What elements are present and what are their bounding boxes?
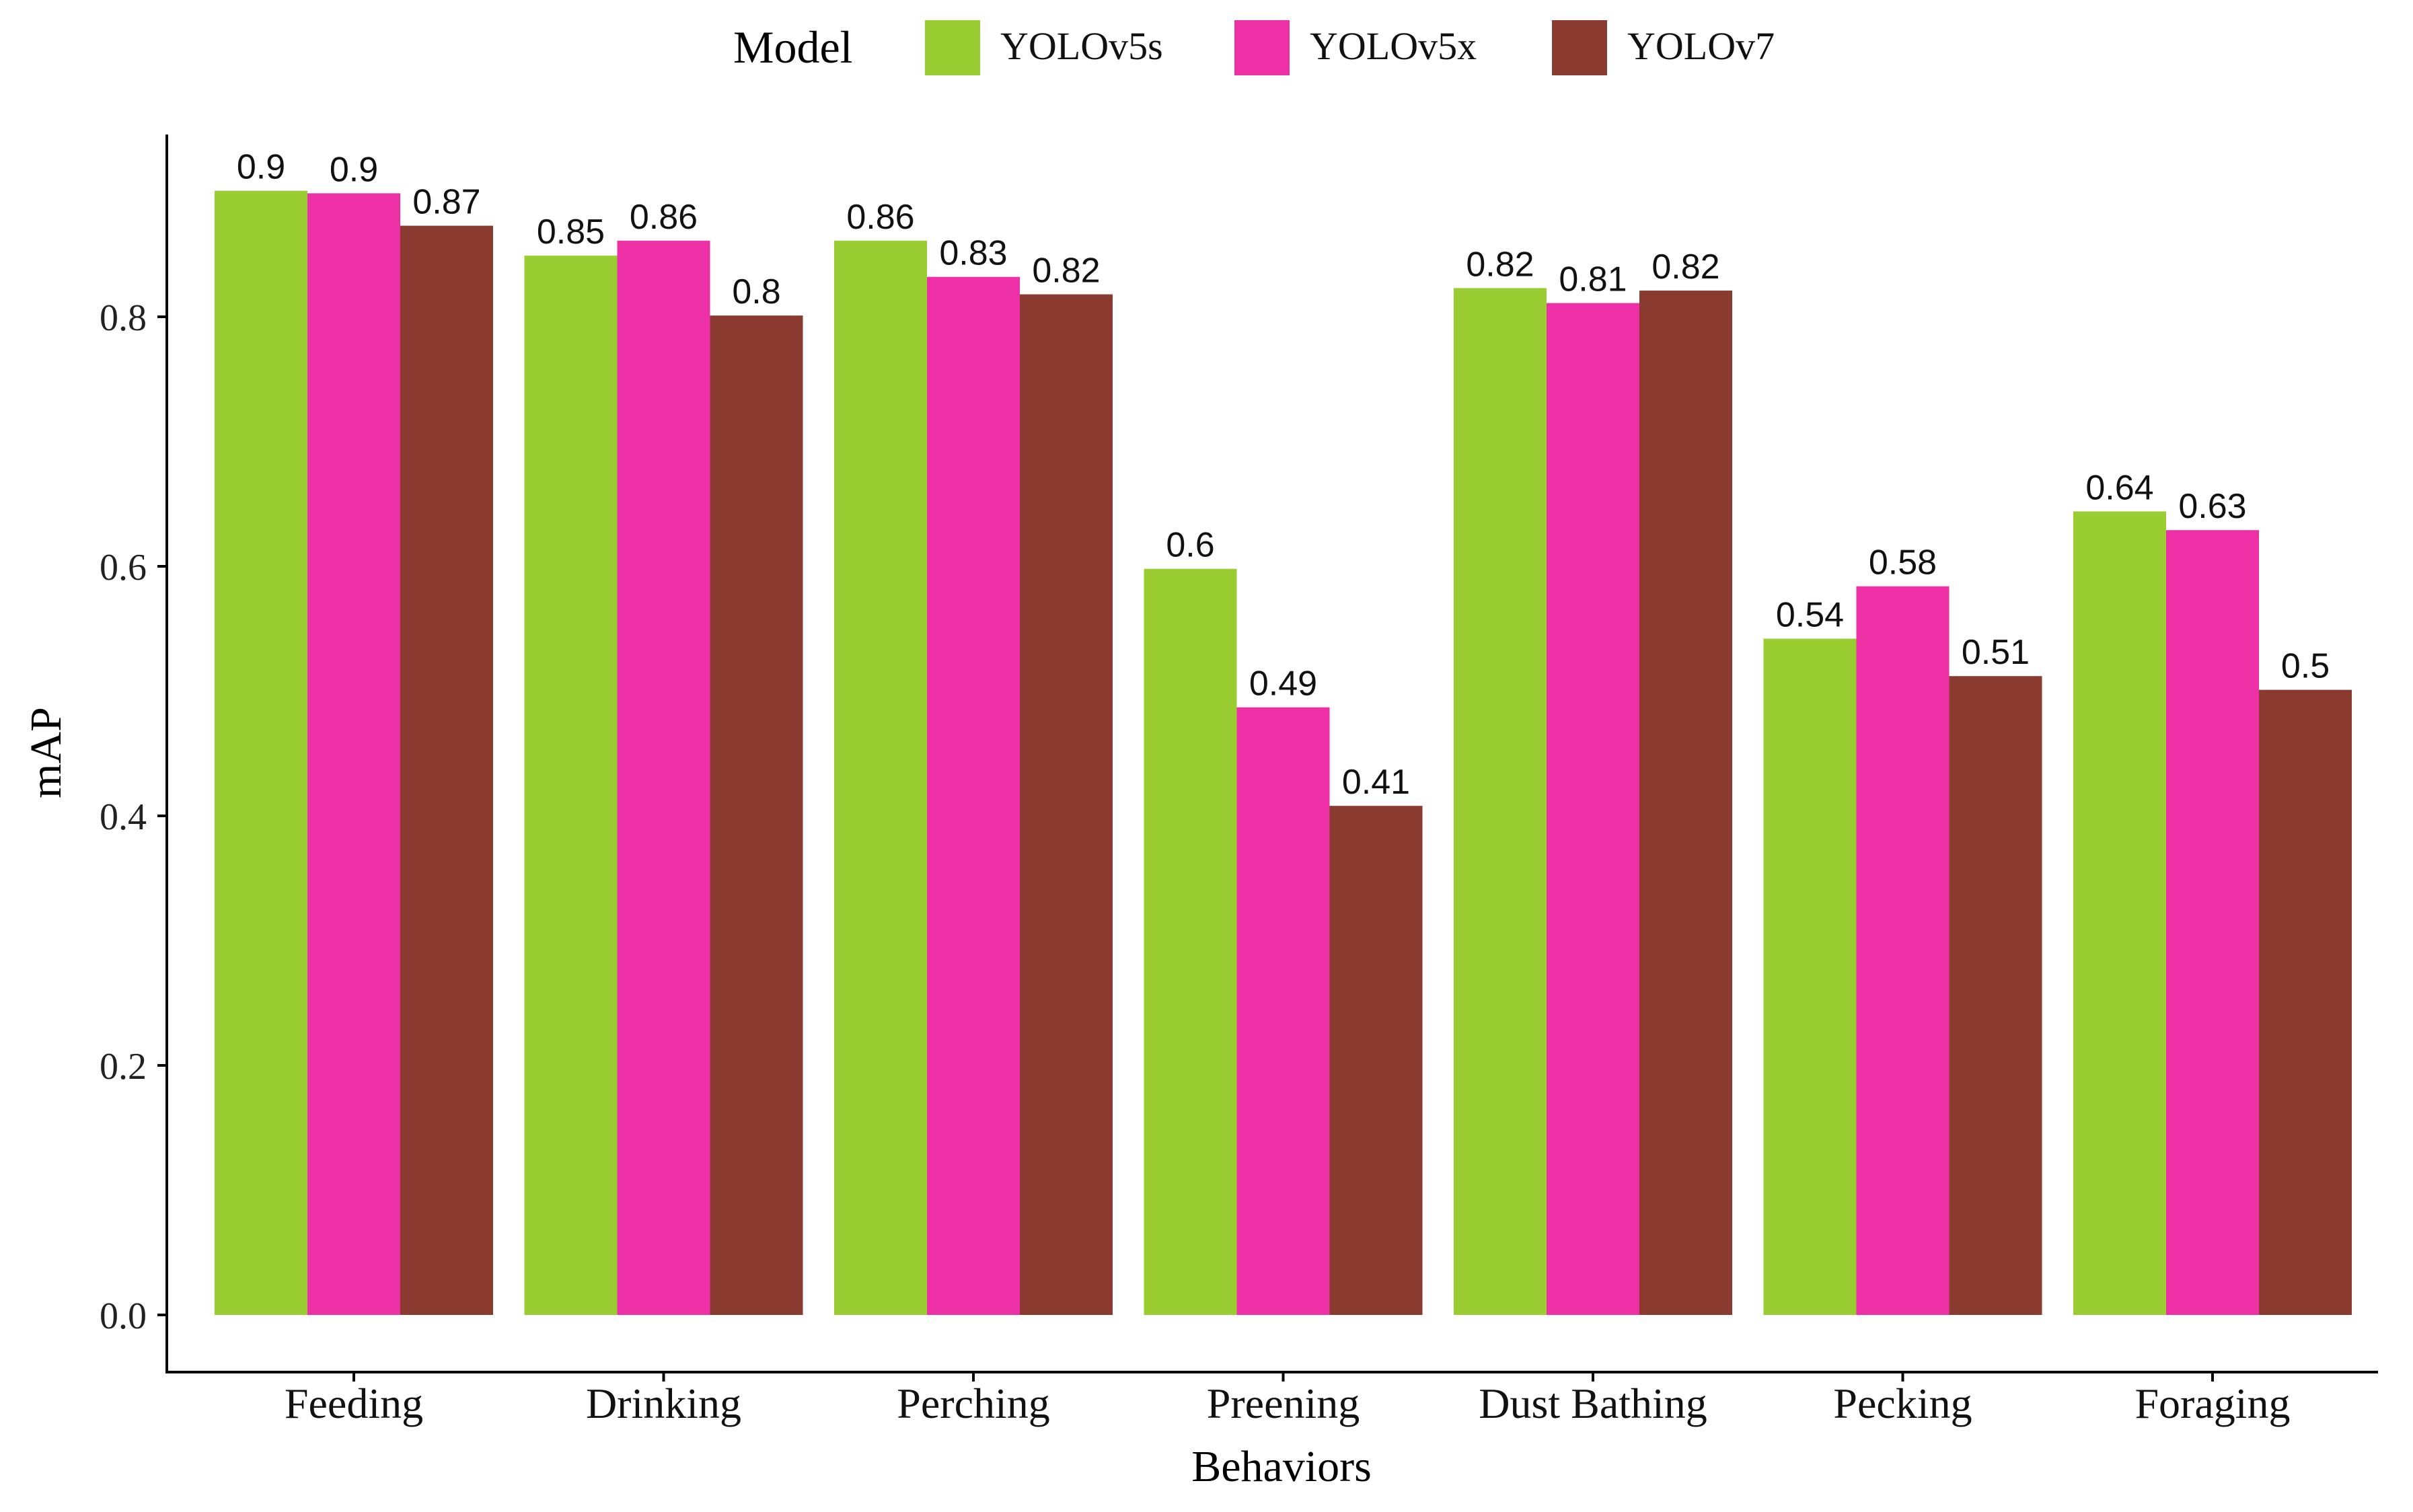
bar-yolov5x-drinking	[617, 240, 710, 1316]
bar-labels: 0.9 0.9 0.87 0.85 0.86 0.8 0.86 0.83 0.82 0.6 0.49…	[237, 148, 2330, 802]
bars	[215, 190, 2352, 1316]
bar-yolov5s-perching	[834, 240, 927, 1316]
bar-yolov5x-pecking	[1856, 586, 1950, 1316]
bar-yolov7-dust-bathing	[1639, 291, 1732, 1315]
bar-data-label: 0.85	[537, 213, 605, 252]
x-tick-label: Foraging	[2134, 1379, 2290, 1427]
y-tick-label: 0.8	[100, 297, 147, 339]
legend-label-yolov5s: YOLOv5s	[1000, 24, 1163, 68]
y-tick-label: 0.6	[100, 547, 147, 589]
bar-data-label: 0.9	[330, 150, 378, 189]
y-tick-label: 0.4	[100, 796, 147, 838]
bar-yolov5x-foraging	[2166, 530, 2259, 1315]
bar-data-label: 0.6	[1166, 526, 1214, 565]
bar-yolov5s-dust-bathing	[1454, 288, 1547, 1316]
bar-data-label: 0.82	[1651, 248, 1719, 287]
axes	[165, 135, 2378, 1373]
x-tick-label: Dust Bathing	[1479, 1379, 1707, 1427]
bar-data-label: 0.63	[2178, 487, 2246, 526]
bar-data-label: 0.8	[732, 272, 780, 311]
bar-yolov7-foraging	[2259, 689, 2352, 1315]
bar-data-label: 0.9	[237, 148, 285, 187]
legend-label-yolov7: YOLOv7	[1627, 24, 1775, 68]
bar-data-label: 0.58	[1869, 543, 1937, 582]
bar-yolov5s-foraging	[2073, 511, 2166, 1315]
y-axis-title: mAP	[22, 707, 71, 798]
legend-swatch-yolov5x	[1234, 20, 1290, 75]
bar-data-label: 0.82	[1466, 245, 1534, 284]
bar-data-label: 0.54	[1776, 596, 1844, 635]
bar-data-label: 0.87	[412, 183, 480, 222]
x-tick-label: Preening	[1207, 1379, 1360, 1427]
x-tick-label: Perching	[897, 1379, 1050, 1427]
bar-data-label: 0.41	[1342, 763, 1410, 802]
bar-yolov7-pecking	[1949, 676, 2042, 1315]
bar-data-label: 0.86	[630, 198, 698, 237]
bar-data-label: 0.86	[846, 198, 914, 237]
bar-data-label: 0.49	[1249, 665, 1317, 704]
legend-swatch-yolov5s	[925, 20, 980, 75]
x-tick-label: Feeding	[285, 1379, 423, 1427]
x-tick-label: Drinking	[586, 1379, 741, 1427]
y-tick-label: 0.0	[100, 1295, 147, 1337]
bar-yolov5x-dust-bathing	[1547, 303, 1639, 1316]
bar-yolov5x-perching	[927, 276, 1020, 1315]
bar-yolov5s-drinking	[524, 256, 618, 1316]
bar-data-label: 0.81	[1559, 260, 1627, 299]
bar-yolov5x-preening	[1236, 707, 1330, 1315]
legend: Model YOLOv5s YOLOv5x YOLOv7	[733, 20, 1775, 75]
bar-yolov5x-feeding	[307, 193, 400, 1316]
bar-yolov7-feeding	[400, 225, 493, 1316]
bar-data-label: 0.82	[1032, 252, 1100, 291]
bar-yolov7-preening	[1329, 806, 1423, 1315]
legend-title: Model	[733, 22, 853, 73]
x-ticks: Feeding Drinking Perching Preening Dust Bath…	[285, 1372, 2291, 1427]
bar-data-label: 0.5	[2281, 647, 2330, 686]
x-axis-title: Behaviors	[1191, 1442, 1372, 1491]
bar-data-label: 0.64	[2085, 468, 2153, 507]
bar-yolov7-perching	[1020, 294, 1113, 1315]
bar-data-label: 0.51	[1962, 633, 2030, 672]
legend-swatch-yolov7	[1552, 20, 1607, 75]
y-ticks: 0.0 0.2 0.4 0.6 0.8	[100, 297, 167, 1337]
bar-yolov5s-feeding	[215, 190, 307, 1315]
bar-yolov5s-preening	[1144, 568, 1237, 1316]
legend-label-yolov5x: YOLOv5x	[1310, 24, 1477, 68]
bar-yolov7-drinking	[710, 315, 803, 1315]
y-tick-label: 0.2	[100, 1046, 147, 1088]
bar-data-label: 0.83	[939, 234, 1007, 273]
bar-yolov5s-pecking	[1763, 638, 1857, 1315]
x-tick-label: Pecking	[1833, 1379, 1972, 1427]
